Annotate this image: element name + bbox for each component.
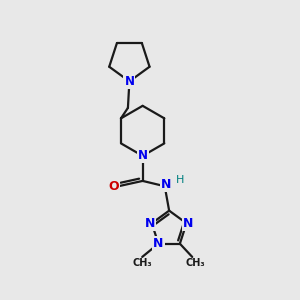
Text: N: N — [124, 75, 134, 88]
Text: N: N — [161, 178, 171, 191]
Text: O: O — [108, 180, 119, 193]
Text: N: N — [145, 217, 155, 230]
Text: H: H — [176, 175, 184, 185]
Text: CH₃: CH₃ — [185, 258, 205, 268]
Text: N: N — [153, 237, 164, 250]
Text: N: N — [138, 149, 148, 162]
Text: N: N — [183, 217, 193, 230]
Text: CH₃: CH₃ — [132, 258, 152, 268]
